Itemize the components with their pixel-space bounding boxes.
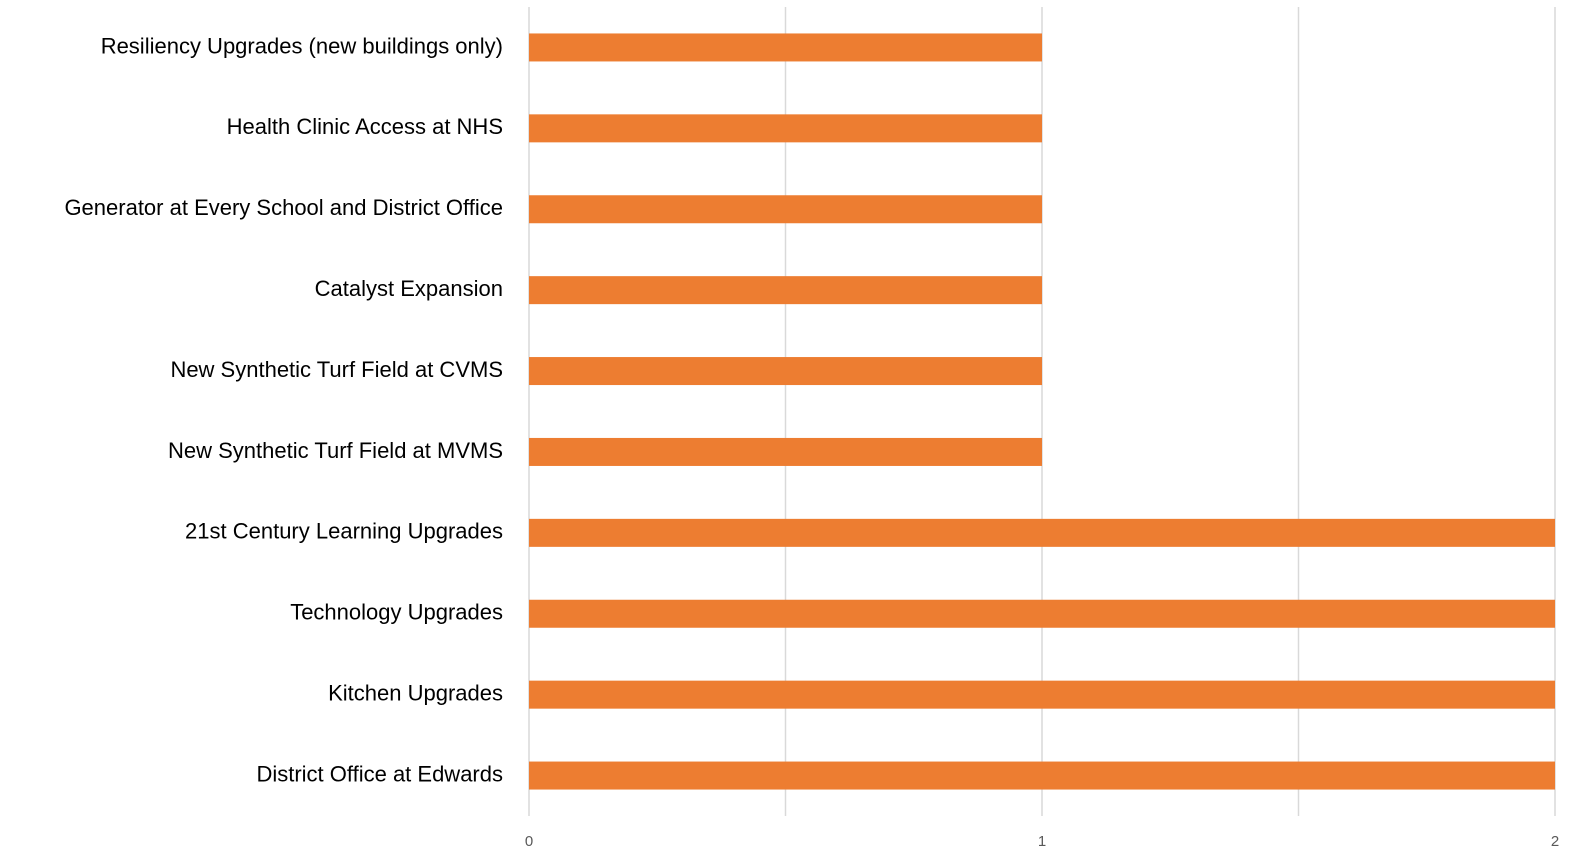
y-tick-label: District Office at Edwards [256,761,503,786]
y-tick-label: Resiliency Upgrades (new buildings only) [101,33,503,58]
bar [529,680,1555,709]
y-tick-label: New Synthetic Turf Field at MVMS [168,438,503,463]
y-tick-label: Kitchen Upgrades [328,680,503,705]
y-tick-label: Health Clinic Access at NHS [227,114,503,139]
bar [529,357,1042,386]
y-tick-label: Generator at Every School and District O… [64,195,503,220]
x-tick-label: 1 [1038,833,1046,850]
bar [529,599,1555,628]
y-tick-label: Technology Upgrades [290,600,503,625]
y-tick-label: New Synthetic Turf Field at CVMS [170,357,503,382]
x-tick-label: 0 [525,833,533,850]
y-tick-label: Catalyst Expansion [315,276,503,301]
bar [529,33,1042,62]
bar [529,437,1042,466]
y-tick-label: 21st Century Learning Upgrades [185,519,503,544]
bar [529,518,1555,547]
bar [529,114,1042,143]
bar [529,761,1555,790]
bar [529,276,1042,305]
bar [529,195,1042,224]
x-tick-label: 2 [1551,833,1559,850]
